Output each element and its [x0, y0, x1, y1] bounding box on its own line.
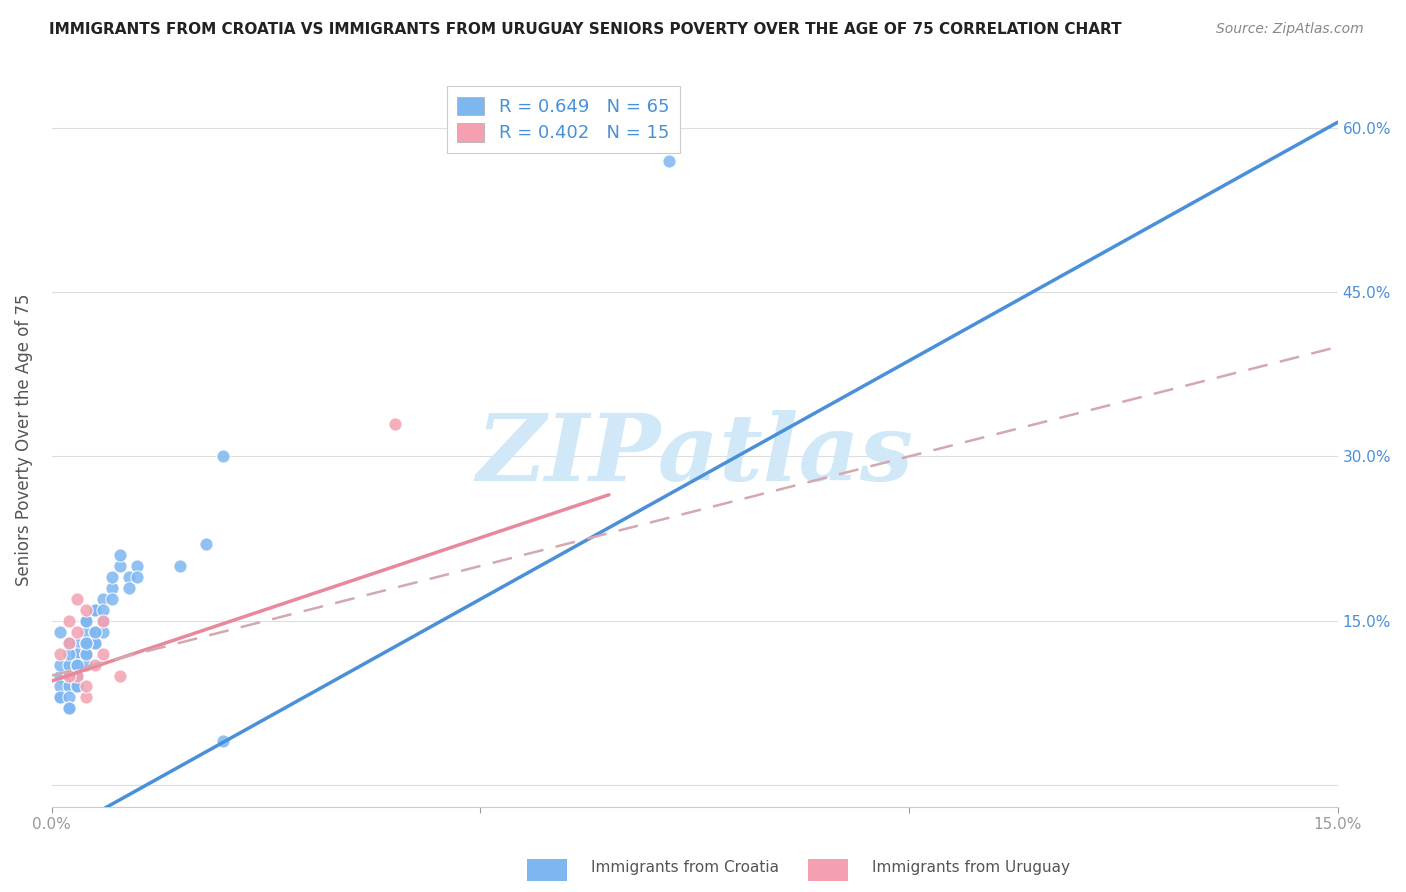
Point: [58, 668, 80, 682]
Point: [83, 635, 105, 649]
Point: [66, 668, 89, 682]
Point: [75, 690, 97, 705]
Point: [110, 558, 132, 573]
Point: [75, 624, 97, 639]
Point: [169, 558, 191, 573]
Point: [66, 647, 89, 661]
Point: [66, 668, 89, 682]
Point: [91, 603, 114, 617]
Point: [49, 624, 72, 639]
Point: [66, 668, 89, 682]
Point: [58, 680, 80, 694]
Point: [58, 657, 80, 672]
Point: [66, 680, 89, 694]
Point: [75, 635, 97, 649]
Point: [75, 657, 97, 672]
Point: [91, 647, 114, 661]
Point: [118, 581, 141, 595]
Point: [75, 614, 97, 628]
Point: [58, 668, 80, 682]
Point: [58, 668, 80, 682]
Text: IMMIGRANTS FROM CROATIA VS IMMIGRANTS FROM URUGUAY SENIORS POVERTY OVER THE AGE : IMMIGRANTS FROM CROATIA VS IMMIGRANTS FR…: [49, 22, 1122, 37]
Point: [58, 635, 80, 649]
Point: [118, 570, 141, 584]
Point: [58, 701, 80, 715]
Legend: R = 0.649   N = 65, R = 0.402   N = 15: R = 0.649 N = 65, R = 0.402 N = 15: [447, 86, 681, 153]
Point: [49, 647, 72, 661]
Point: [110, 548, 132, 562]
Point: [66, 657, 89, 672]
Point: [100, 591, 122, 606]
Point: [91, 614, 114, 628]
Point: [66, 624, 89, 639]
Point: [83, 624, 105, 639]
Y-axis label: Seniors Poverty Over the Age of 75: Seniors Poverty Over the Age of 75: [15, 293, 32, 586]
Point: [91, 614, 114, 628]
Point: [66, 657, 89, 672]
Point: [49, 657, 72, 672]
Point: [75, 635, 97, 649]
Point: [83, 603, 105, 617]
Text: Immigrants from Croatia: Immigrants from Croatia: [591, 860, 779, 874]
Point: [58, 647, 80, 661]
Point: [83, 657, 105, 672]
Point: [58, 614, 80, 628]
Point: [75, 647, 97, 661]
Point: [195, 537, 218, 551]
Point: [384, 417, 406, 431]
Point: [83, 624, 105, 639]
Point: [66, 680, 89, 694]
Point: [66, 680, 89, 694]
Text: Source: ZipAtlas.com: Source: ZipAtlas.com: [1216, 22, 1364, 37]
Point: [58, 680, 80, 694]
Point: [66, 657, 89, 672]
Point: [212, 450, 235, 464]
Text: Immigrants from Uruguay: Immigrants from Uruguay: [872, 860, 1070, 874]
Text: ZIPatlas: ZIPatlas: [477, 409, 912, 500]
Point: [75, 614, 97, 628]
Point: [49, 690, 72, 705]
Point: [49, 690, 72, 705]
Point: [658, 153, 681, 168]
Point: [100, 581, 122, 595]
Point: [212, 734, 235, 748]
Point: [127, 558, 149, 573]
Point: [75, 680, 97, 694]
Point: [58, 657, 80, 672]
Point: [75, 635, 97, 649]
Point: [91, 591, 114, 606]
Point: [91, 624, 114, 639]
Point: [66, 647, 89, 661]
Point: [127, 570, 149, 584]
Point: [75, 603, 97, 617]
Point: [49, 668, 72, 682]
Point: [66, 668, 89, 682]
Point: [66, 591, 89, 606]
Point: [58, 690, 80, 705]
Point: [58, 701, 80, 715]
Point: [100, 570, 122, 584]
Point: [75, 647, 97, 661]
Point: [66, 635, 89, 649]
Point: [110, 668, 132, 682]
Point: [49, 680, 72, 694]
Point: [58, 635, 80, 649]
Point: [83, 635, 105, 649]
Point: [66, 668, 89, 682]
Point: [83, 603, 105, 617]
Point: [66, 668, 89, 682]
Point: [75, 647, 97, 661]
